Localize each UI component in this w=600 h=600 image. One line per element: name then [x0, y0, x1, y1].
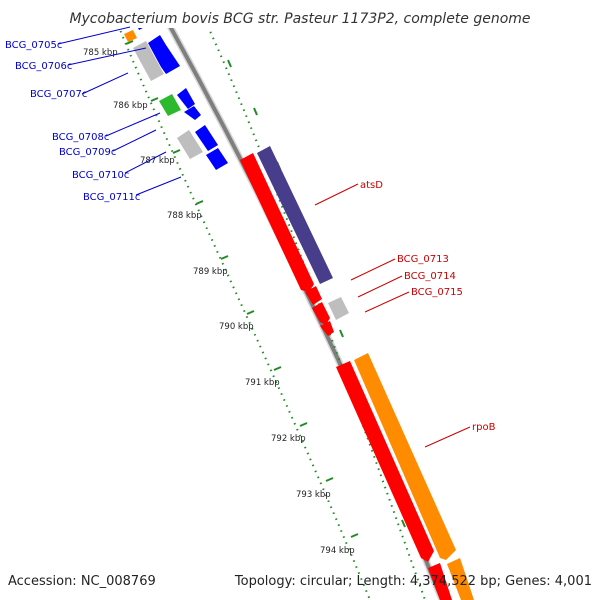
gene-arrow-bcg-0715[interactable]: [328, 297, 349, 320]
tick-label-785: 785 kbp: [83, 48, 118, 58]
tick-label-792: 792 kbp: [271, 434, 306, 444]
tick-label-793: 793 kbp: [296, 490, 331, 500]
tick-label-788: 788 kbp: [167, 211, 202, 221]
gene-arrow-bcg-0705c-orange[interactable]: [124, 30, 137, 42]
genome-summary-text: Topology: circular; Length: 4,374,522 bp…: [234, 574, 592, 589]
gene-arrow-bcg-0711c[interactable]: [206, 148, 228, 170]
gene-label-bcg-0706c[interactable]: BCG_0706c: [15, 61, 72, 72]
gene-label-rpob[interactable]: rpoB: [472, 422, 496, 433]
gene-label-bcg-0707c[interactable]: BCG_0707c: [30, 89, 87, 100]
gene-label-bcg-0709c[interactable]: BCG_0709c: [59, 147, 116, 158]
gene-arrow-bcg-0708c[interactable]: [159, 94, 181, 116]
outer-tick-ring: [207, 28, 426, 600]
gene-label-bcg-0711c[interactable]: BCG_0711c: [83, 192, 140, 203]
gene-arrow-bcg-0713[interactable]: [240, 153, 314, 292]
inner-tick-ring: [118, 28, 371, 600]
gene-arrow-bcg-0705c[interactable]: [131, 5, 154, 30]
gene-label-bcg-0713[interactable]: BCG_0713: [397, 254, 449, 265]
gene-label-bcg-0705c[interactable]: BCG_0705c: [5, 40, 62, 51]
gene-label-bcg-0710c[interactable]: BCG_0710c: [72, 170, 129, 181]
gene-arrow-bcg-0714[interactable]: [305, 286, 322, 305]
gene-arrow-atsd[interactable]: [257, 146, 333, 284]
tick-label-786: 786 kbp: [113, 101, 148, 111]
gene-label-atsd[interactable]: atsD: [360, 180, 383, 191]
accession-text: Accession: NC_008769: [8, 574, 156, 589]
map-title: Mycobacterium bovis BCG str. Pasteur 117…: [69, 11, 530, 27]
gene-arrow-bcg-0710c[interactable]: [195, 125, 218, 151]
gene-features: [124, 5, 474, 600]
forward-gene-labels: atsD BCG_0713 BCG_0714 BCG_0715 rpoB: [314, 180, 496, 448]
reverse-gene-labels: BCG_0705c BCG_0706c BCG_0707c BCG_0708c …: [5, 26, 182, 203]
tick-label-790: 790 kbp: [219, 322, 254, 332]
gene-arrow-bcg-0714-c[interactable]: [320, 321, 334, 336]
gene-arrow-bcg-0706c[interactable]: [148, 35, 180, 74]
gene-arrow-rpob[interactable]: [354, 353, 456, 560]
gene-arrow-bottom-orange[interactable]: [447, 558, 474, 600]
gene-arrow-bcg-0709c-b[interactable]: [184, 106, 201, 120]
gene-arrow-bottom-red[interactable]: [428, 563, 452, 600]
tick-label-787: 787 kbp: [140, 156, 175, 166]
gene-arrow-bcg-0707c[interactable]: [133, 41, 164, 81]
inner-major-ticks: [125, 40, 359, 538]
tick-label-789: 789 kbp: [193, 267, 228, 277]
gene-arrow-bcg-0714-b[interactable]: [312, 302, 330, 325]
gene-arrow-red-forward[interactable]: [336, 361, 434, 562]
tick-labels: 785 kbp 786 kbp 787 kbp 788 kbp 789 kbp …: [83, 48, 355, 556]
tick-label-794: 794 kbp: [320, 546, 355, 556]
gene-label-bcg-0708c[interactable]: BCG_0708c: [52, 132, 109, 143]
gene-label-bcg-0715[interactable]: BCG_0715: [411, 287, 463, 298]
tick-label-791: 791 kbp: [245, 378, 280, 388]
gene-arrow-grey-reverse[interactable]: [177, 130, 203, 159]
gene-arrow-bcg-0709c[interactable]: [177, 88, 195, 109]
gene-label-bcg-0714[interactable]: BCG_0714: [404, 271, 456, 282]
